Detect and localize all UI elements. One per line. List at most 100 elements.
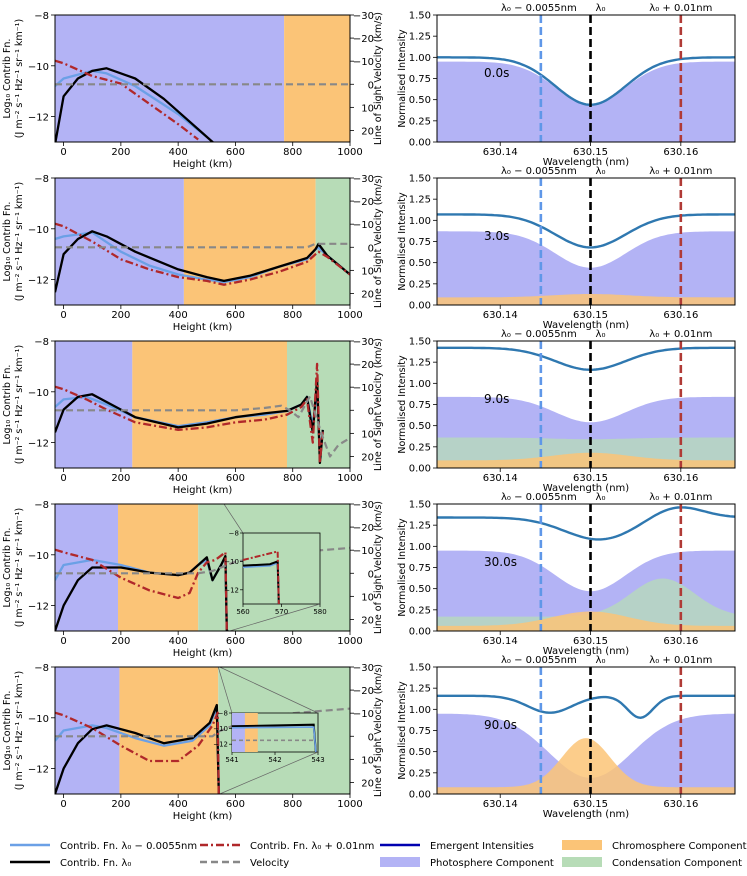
inset-y-tick-label: −10 (224, 558, 239, 566)
contrib-panel-3: 560 570 580−8−10−120 200 400 600 800 1000Height… (2, 500, 384, 659)
y-tick-label: 0.75 (409, 563, 431, 574)
inset-connector (219, 751, 319, 795)
inset-cf-minus (231, 726, 317, 753)
y2-axis-label: Line of Sight Velocity (km/s) (373, 338, 384, 471)
axes-frame (54, 340, 351, 469)
legend-entry-condensation: Condensation Component (562, 857, 742, 869)
inset-y-tick-label: −8 (229, 530, 239, 538)
x-tick-label: 1000 (337, 473, 362, 484)
y-tick-label: 1.00 (409, 542, 431, 553)
intensity-panel-3: 630.14 630.15 630.16 Wavelength (nm) 0.00 0.2… (397, 492, 736, 657)
y2-tick-label: −10 (353, 546, 374, 557)
x-tick-label: 1000 (337, 310, 362, 321)
inset-x-tick-label: 543 (311, 756, 324, 764)
lambda-plus-label: λ₀ + 0.01nm (649, 492, 712, 503)
plot-area (437, 667, 735, 794)
inset-x-tick-label: 580 (313, 608, 326, 616)
lambda0-label: λ₀ (596, 166, 606, 177)
x-axis-label: Height (km) (173, 159, 233, 170)
plot-area (437, 178, 735, 305)
plot-area (437, 15, 735, 142)
inset-y-tick-label: −10 (213, 725, 228, 733)
legend: Contrib. Fn. λ₀ − 0.0055nm Contrib. Fn. λ… (10, 840, 747, 869)
y2-tick-label: −10 (353, 57, 374, 68)
x-tick-label: 200 (111, 147, 130, 158)
y-axis-label: (J m⁻² s⁻¹ Hz⁻¹ sr⁻¹ km⁻¹) (14, 671, 25, 790)
x-axis-label: Height (km) (173, 322, 233, 333)
x-tick-label: 600 (226, 473, 245, 484)
y-tick-label: 1.25 (409, 684, 431, 695)
lambda-minus-label: λ₀ − 0.0055nm (501, 3, 577, 14)
y-tick-label: 1.00 (409, 216, 431, 227)
y2-tick-label: −20 (353, 197, 374, 208)
axes-frame (54, 14, 351, 143)
x-tick-label: 600 (226, 799, 245, 810)
x-tick-label: 630.14 (483, 799, 518, 810)
legend-label-condensation: Condensation Component (612, 858, 742, 869)
y-tick-label: −8 (34, 174, 49, 185)
inset-cf-zero (242, 559, 280, 605)
legend-entry-velocity: Velocity (200, 858, 289, 869)
x-tick-label: 0 (60, 473, 66, 484)
x-tick-label: 630.15 (573, 310, 608, 321)
legend-entry-emergent: Emergent Intensities (380, 841, 534, 852)
y-axis-label: (J m⁻² s⁻¹ Hz⁻¹ sr⁻¹ km⁻¹) (14, 508, 25, 627)
y2-tick-label: −20 (353, 360, 374, 371)
y-tick-label: 0.25 (409, 116, 431, 127)
series-cf_minus (55, 231, 350, 284)
contrib-panel-4: 541 542 543−8−10−120 200 400 600 800 1000Height… (2, 663, 384, 822)
y-tick-label: −12 (28, 765, 49, 776)
y2-tick-label: 10 (361, 429, 374, 440)
series-cf_plus (55, 548, 229, 631)
component-photosphere (437, 231, 735, 305)
region-chromosphere (183, 178, 316, 305)
x-tick-label: 630.16 (663, 473, 698, 484)
x-tick-label: 630.15 (573, 147, 608, 158)
emergent-intensity (437, 346, 735, 372)
y2-tick-label: −20 (353, 34, 374, 45)
lambda0-label: λ₀ (596, 655, 606, 666)
component-chromosphere (437, 738, 735, 794)
lambda-plus-label: λ₀ + 0.01nm (649, 3, 712, 14)
y2-tick-label: 10 (361, 266, 374, 277)
y2-axis-label: Line of Sight Velocity (km/s) (373, 501, 384, 634)
legend-swatch-chromosphere (562, 840, 602, 850)
y-axis-label: Log₁₀ Contrib Fn. (2, 691, 13, 771)
y-tick-label: 0.50 (409, 584, 431, 595)
x-tick-label: 0 (60, 310, 66, 321)
legend-swatch-photosphere (380, 857, 420, 867)
y-tick-label: −10 (28, 62, 49, 73)
x-tick-label: 630.14 (483, 147, 518, 158)
x-tick-label: 200 (111, 473, 130, 484)
inset-y-tick-label: −8 (218, 710, 228, 718)
x-tick-label: 0 (60, 147, 66, 158)
y-axis-label: Normalised Intensity (397, 681, 408, 780)
x-tick-label: 800 (283, 147, 302, 158)
x-tick-label: 630.16 (663, 147, 698, 158)
y-tick-label: 1.25 (409, 32, 431, 43)
y-axis-label: (J m⁻² s⁻¹ Hz⁻¹ sr⁻¹ km⁻¹) (14, 345, 25, 464)
legend-label-cf_minus: Contrib. Fn. λ₀ − 0.0055nm (60, 841, 197, 852)
x-tick-label: 800 (283, 473, 302, 484)
y-axis-label: Normalised Intensity (397, 192, 408, 291)
lambda0-label: λ₀ (596, 3, 606, 14)
legend-entry-cf_zero: Contrib. Fn. λ₀ (10, 858, 131, 869)
y-tick-label: 0.25 (409, 605, 431, 616)
lambda-minus-label: λ₀ − 0.0055nm (501, 655, 577, 666)
intensity-panel-4: 630.14 630.15 630.16 Wavelength (nm) 0.00 0.2… (397, 655, 736, 820)
x-axis-label: Height (km) (173, 811, 233, 822)
y2-tick-label: 20 (361, 778, 374, 789)
y-tick-label: 0.00 (409, 627, 431, 638)
legend-entry-photosphere: Photosphere Component (380, 857, 554, 869)
component-photosphere (437, 61, 735, 142)
intensity-panel-0: 630.14 630.15 630.16 Wavelength (nm) 0.00 0.2… (397, 3, 736, 168)
series-group (55, 222, 350, 293)
x-tick-label: 200 (111, 636, 130, 647)
lambda-minus-label: λ₀ − 0.0055nm (501, 492, 577, 503)
y2-tick-label: 0 (368, 243, 374, 254)
lambda-plus-label: λ₀ + 0.01nm (649, 655, 712, 666)
series-cf_zero (55, 703, 220, 794)
y2-tick-label: 20 (361, 126, 374, 137)
inset-x-tick-label: 542 (268, 756, 281, 764)
y2-tick-label: −30 (353, 11, 374, 22)
